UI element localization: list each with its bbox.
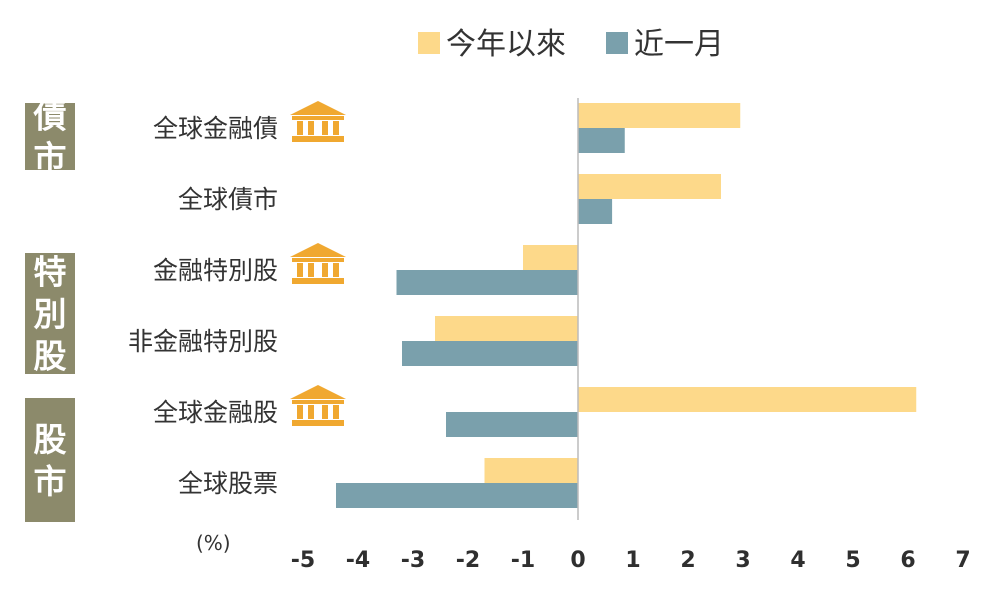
legend-swatch-ytd xyxy=(418,32,440,54)
group-label-1-char: 特 xyxy=(34,253,67,292)
x-tick-label: -5 xyxy=(291,548,315,573)
category-label-0: 全球金融債 xyxy=(153,114,278,143)
x-tick-labels: -5 -4 -3 -2 -1 0 1 2 3 4 5 6 7 xyxy=(291,548,971,573)
x-tick-label: -1 xyxy=(511,548,535,573)
bar-1m-0 xyxy=(578,128,625,153)
legend-swatch-1m xyxy=(606,32,628,54)
x-tick-label: 0 xyxy=(570,548,585,573)
category-label-4: 全球金融股 xyxy=(153,398,278,427)
x-tick-label: 5 xyxy=(845,548,860,573)
group-label-0-char: 市 xyxy=(34,139,67,178)
bar-ytd-4 xyxy=(578,387,917,412)
bar-1m-4 xyxy=(446,412,578,437)
bar-1m-2 xyxy=(396,270,578,295)
unit-label: (%) xyxy=(196,531,231,555)
bank-icon xyxy=(290,385,346,426)
bar-1m-5 xyxy=(336,483,578,508)
legend: 今年以來 近一月 xyxy=(418,27,724,62)
x-tick-label: 7 xyxy=(955,548,970,573)
group-box-2 xyxy=(25,398,75,522)
category-label-3: 非金融特別股 xyxy=(128,327,278,356)
bar-ytd-1 xyxy=(578,174,721,199)
group-label-2-char: 股 xyxy=(34,420,67,459)
x-tick-label: 4 xyxy=(790,548,805,573)
bars xyxy=(336,103,917,508)
x-tick-label: 6 xyxy=(900,548,915,573)
group-box-0 xyxy=(25,103,75,170)
category-label-5: 全球股票 xyxy=(178,469,278,498)
group-label-1-char: 別 xyxy=(34,295,67,334)
legend-label-ytd: 今年以來 xyxy=(446,27,566,62)
x-tick-label: 1 xyxy=(625,548,640,573)
bar-ytd-5 xyxy=(484,458,578,483)
bar-ytd-3 xyxy=(435,316,578,341)
group-label-2-char: 市 xyxy=(34,462,67,501)
group-box-1 xyxy=(25,253,75,374)
category-label-1: 全球債市 xyxy=(178,185,278,214)
bar-1m-1 xyxy=(578,199,613,224)
bank-icon xyxy=(290,101,346,142)
x-tick-label: -4 xyxy=(346,548,370,573)
group-label-0-char: 債 xyxy=(33,97,67,136)
group-label-1-char: 股 xyxy=(34,337,67,376)
x-tick-label: 3 xyxy=(735,548,750,573)
x-tick-label: 2 xyxy=(680,548,695,573)
legend-label-1m: 近一月 xyxy=(634,27,724,62)
bank-icons xyxy=(290,101,346,426)
category-label-2: 金融特別股 xyxy=(153,256,278,285)
bar-ytd-0 xyxy=(578,103,741,128)
bar-1m-3 xyxy=(402,341,578,366)
x-tick-label: -3 xyxy=(401,548,425,573)
bar-ytd-2 xyxy=(523,245,578,270)
x-tick-label: -2 xyxy=(456,548,480,573)
bank-icon xyxy=(290,243,346,284)
